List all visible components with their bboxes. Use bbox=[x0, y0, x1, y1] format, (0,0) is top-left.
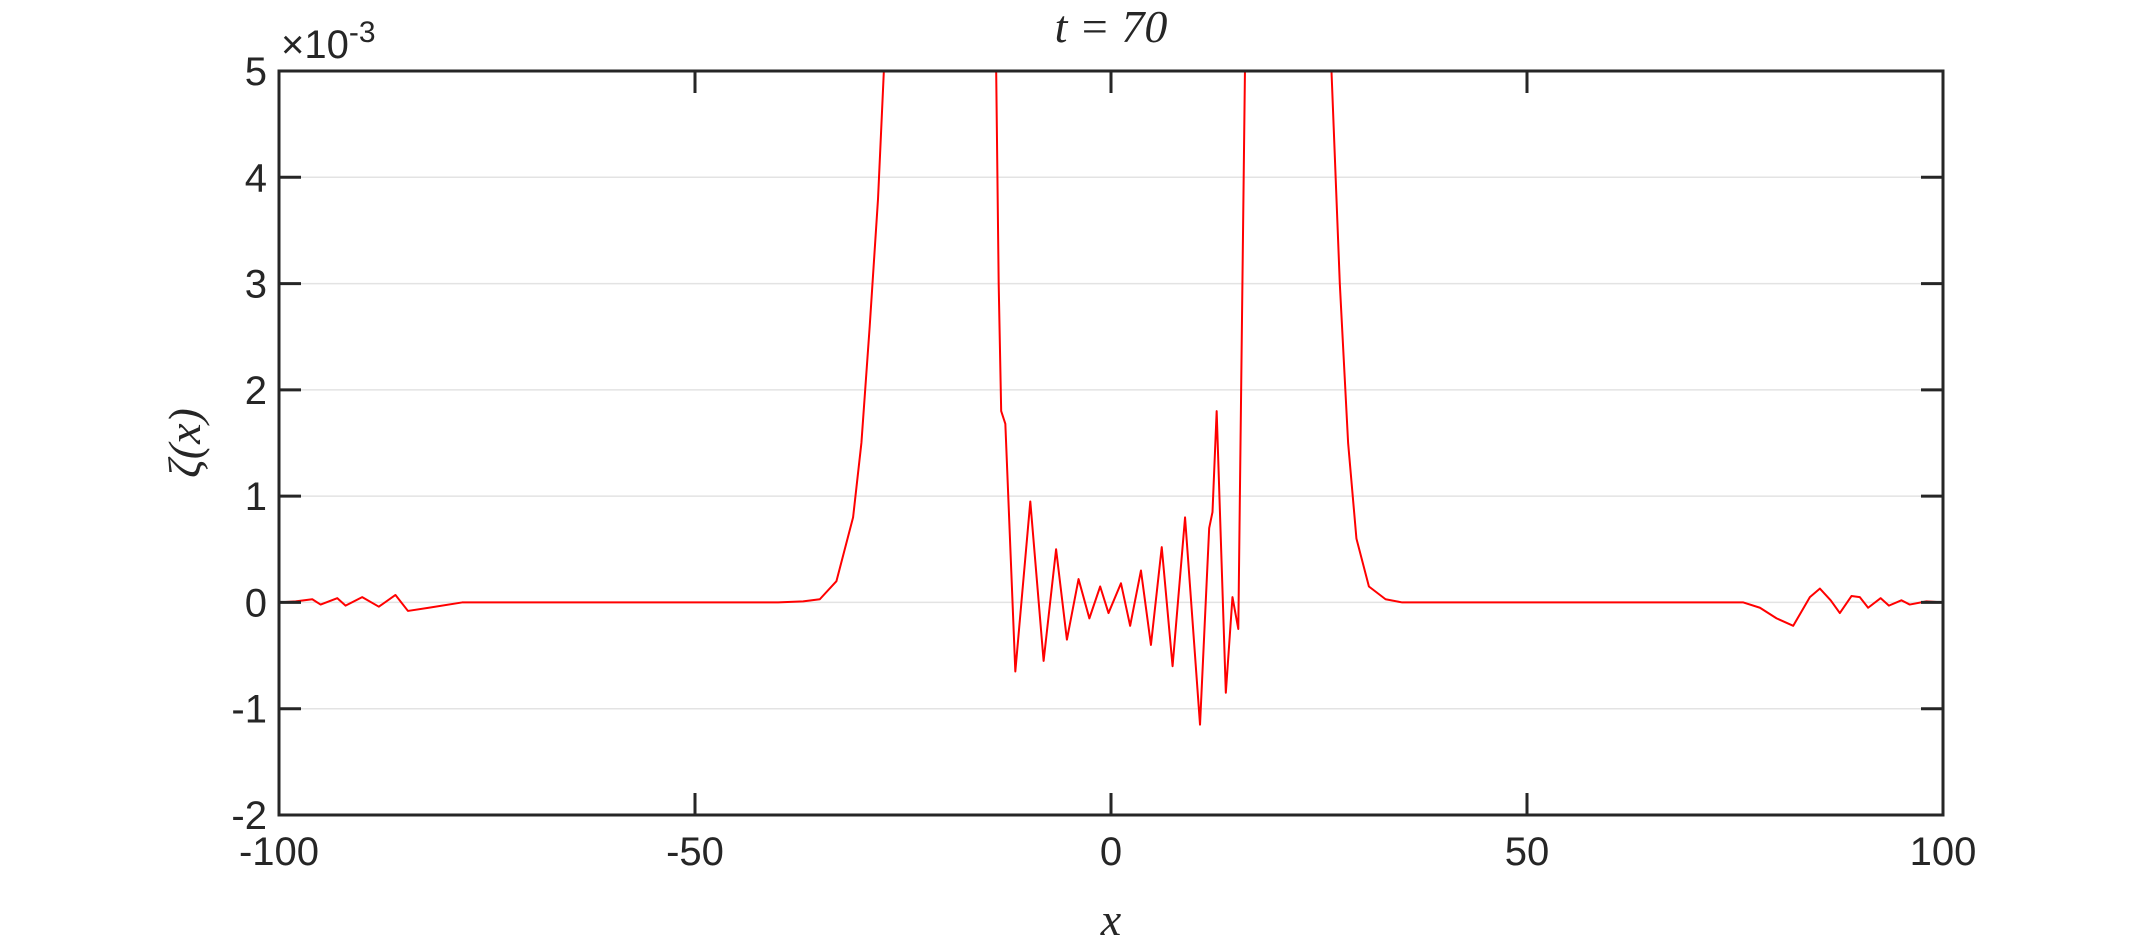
y-tick-label: 3 bbox=[245, 263, 267, 307]
ticks: -2 -1 0 1 2 3 4 5 -100 -50 0 50 100 bbox=[231, 50, 1976, 874]
y-multiplier-exponent: -3 bbox=[349, 16, 376, 49]
x-tick-label: 0 bbox=[1100, 830, 1122, 874]
y-tick-label: -2 bbox=[231, 794, 267, 838]
plot-area bbox=[279, 71, 1943, 815]
y-tick-label: 1 bbox=[245, 475, 267, 519]
x-tick-label: -50 bbox=[666, 830, 724, 874]
x-tick-label: 50 bbox=[1505, 830, 1550, 874]
x-tick-label: -100 bbox=[239, 830, 319, 874]
x-tick-label: 100 bbox=[1910, 830, 1977, 874]
y-axis-label: ζ(x) bbox=[159, 408, 210, 478]
lines bbox=[279, 71, 1943, 726]
data-line bbox=[279, 71, 1943, 726]
y-multiplier-base: ×10 bbox=[281, 23, 349, 67]
y-tick-label: 0 bbox=[245, 581, 267, 625]
y-tick-label: 2 bbox=[245, 369, 267, 413]
y-tick-label: 5 bbox=[245, 50, 267, 94]
chart-title: t = 70 bbox=[1055, 1, 1168, 52]
y-tick-label: 4 bbox=[245, 156, 267, 200]
y-multiplier: ×10-3 bbox=[281, 16, 376, 67]
x-axis-label: x bbox=[1100, 894, 1122, 944]
y-tick-label: -1 bbox=[231, 688, 267, 732]
